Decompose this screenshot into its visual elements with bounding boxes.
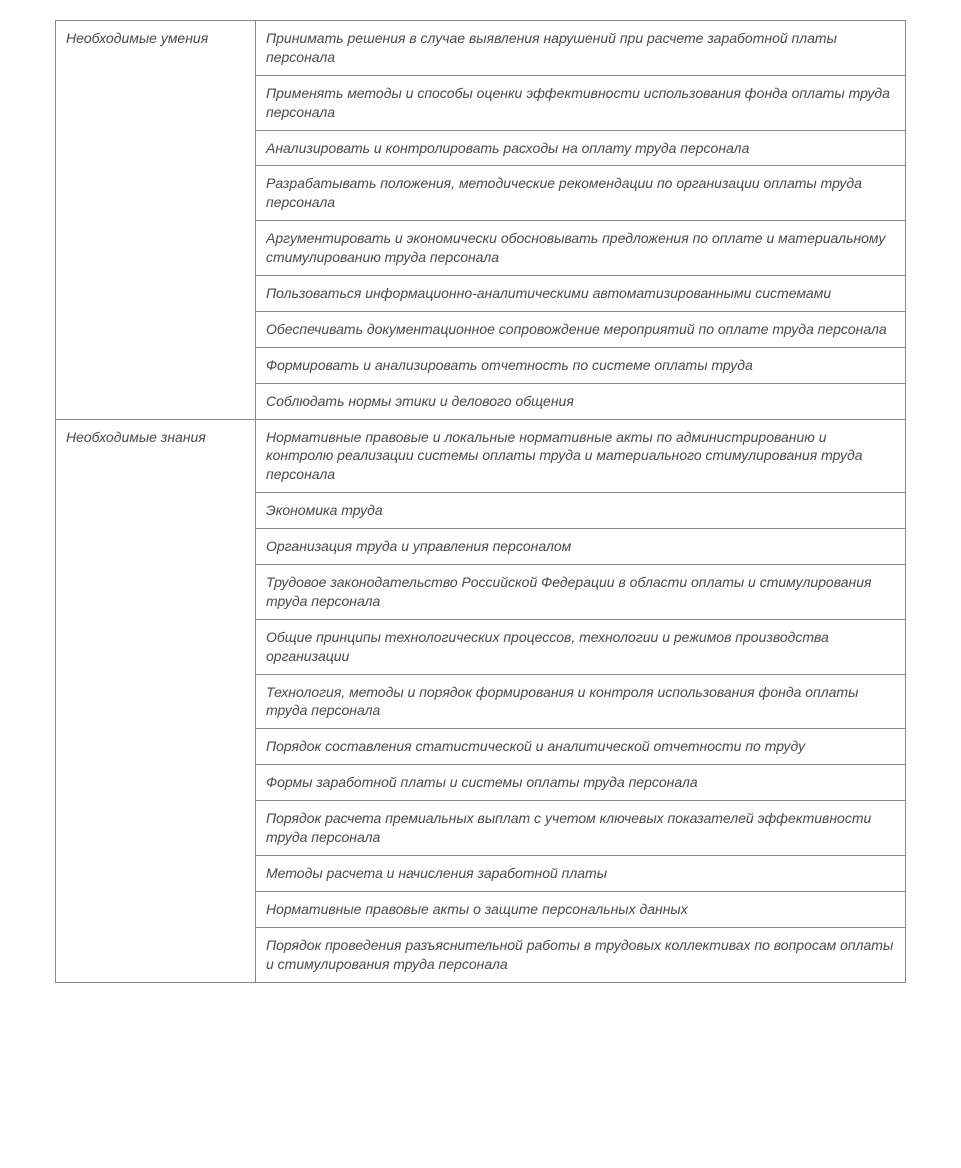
item-cell: Экономика труда: [256, 493, 906, 529]
item-cell: Нормативные правовые и локальные нормати…: [256, 419, 906, 493]
item-cell: Анализировать и контролировать расходы н…: [256, 130, 906, 166]
item-cell: Общие принципы технологических процессов…: [256, 619, 906, 674]
item-cell: Технология, методы и порядок формировани…: [256, 674, 906, 729]
item-cell: Порядок проведения разъяснительной работ…: [256, 927, 906, 982]
item-cell: Формы заработной платы и системы оплаты …: [256, 765, 906, 801]
category-cell: Необходимые умения: [56, 21, 256, 420]
item-cell: Порядок составления статистической и ана…: [256, 729, 906, 765]
document-page: Необходимые умения Принимать решения в с…: [0, 0, 961, 1023]
table-row: Необходимые знания Нормативные правовые …: [56, 419, 906, 493]
item-cell: Пользоваться информационно-аналитическим…: [256, 276, 906, 312]
table-body: Необходимые умения Принимать решения в с…: [56, 21, 906, 983]
item-cell: Нормативные правовые акты о защите персо…: [256, 891, 906, 927]
item-cell: Порядок расчета премиальных выплат с уче…: [256, 801, 906, 856]
item-cell: Методы расчета и начисления заработной п…: [256, 855, 906, 891]
item-cell: Организация труда и управления персонало…: [256, 529, 906, 565]
table-row: Необходимые умения Принимать решения в с…: [56, 21, 906, 76]
item-cell: Формировать и анализировать отчетность п…: [256, 347, 906, 383]
item-cell: Обеспечивать документационное сопровожде…: [256, 311, 906, 347]
item-cell: Аргументировать и экономически обосновыв…: [256, 221, 906, 276]
category-cell: Необходимые знания: [56, 419, 256, 982]
item-cell: Трудовое законодательство Российской Фед…: [256, 565, 906, 620]
item-cell: Принимать решения в случае выявления нар…: [256, 21, 906, 76]
item-cell: Соблюдать нормы этики и делового общения: [256, 383, 906, 419]
item-cell: Применять методы и способы оценки эффект…: [256, 75, 906, 130]
requirements-table: Необходимые умения Принимать решения в с…: [55, 20, 906, 983]
item-cell: Разрабатывать положения, методические ре…: [256, 166, 906, 221]
